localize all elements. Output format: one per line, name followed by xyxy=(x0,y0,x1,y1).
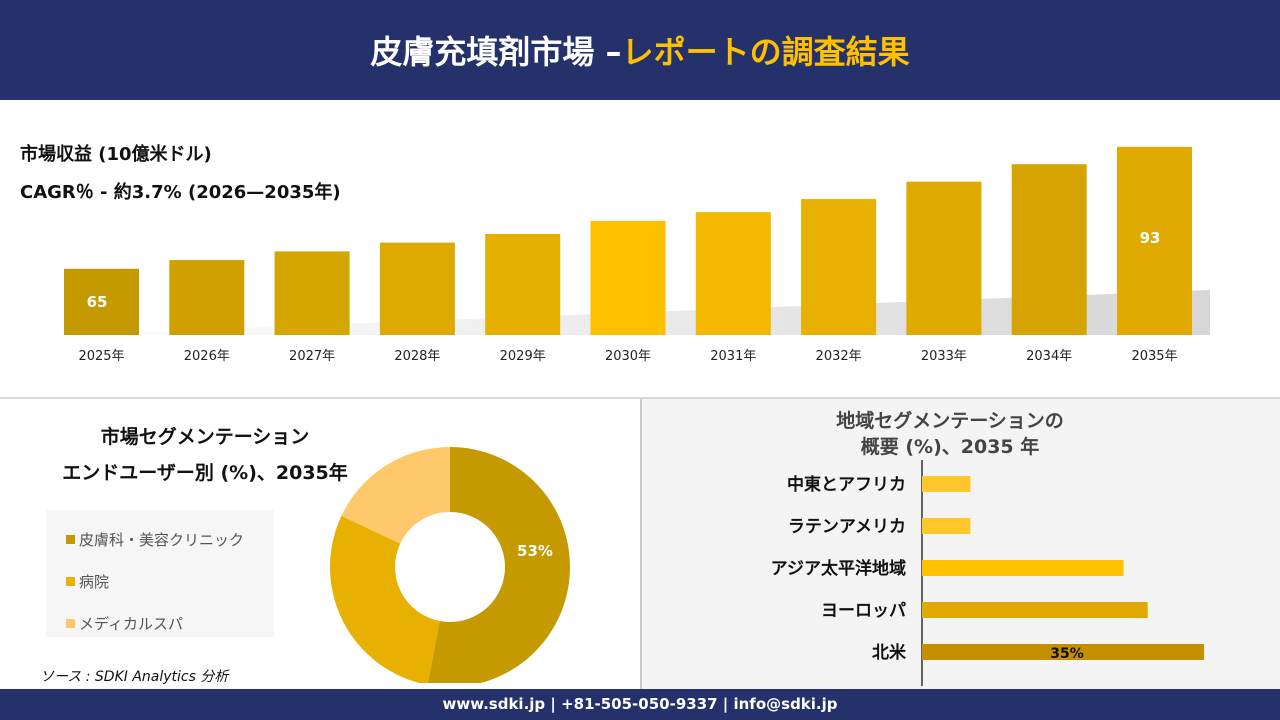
cagr-label: CAGR％ - 約3.7% (2026—2035年) xyxy=(20,182,341,203)
bar-data-label: 65 xyxy=(87,293,108,311)
year-tick-label: 2027年 xyxy=(289,349,335,364)
year-tick-label: 2034年 xyxy=(1026,349,1072,364)
legend-label: メディカルスパ xyxy=(79,614,183,633)
region-label: 北米 xyxy=(872,642,907,663)
region-data-label: 35% xyxy=(1050,646,1084,662)
year-tick-label: 2026年 xyxy=(184,349,230,364)
end-user-donut-chart: 53% xyxy=(330,447,570,683)
year-tick-label: 2025年 xyxy=(78,349,124,364)
revenue-bar xyxy=(274,251,350,335)
region-bar xyxy=(922,644,1205,660)
legend-label: 病院 xyxy=(79,572,110,591)
footer-contact: www.sdki.jp | +81-505-050-9337 | info@sd… xyxy=(0,689,1280,720)
donut-data-label: 53% xyxy=(517,542,553,560)
region-bar xyxy=(922,602,1148,618)
region-label: アジア太平洋地域 xyxy=(771,558,906,579)
revenue-bar xyxy=(379,242,455,335)
year-tick-label: 2031年 xyxy=(710,349,756,364)
revenue-bar xyxy=(590,220,666,335)
bar-data-label: 93 xyxy=(1140,229,1161,247)
legend-label: 皮膚科・美容クリニック xyxy=(79,530,245,549)
region-panel xyxy=(640,399,1280,689)
year-tick-label: 2028年 xyxy=(394,349,440,364)
donut-slice xyxy=(341,447,450,544)
title-main: 皮膚充填剤市場 – xyxy=(370,33,622,71)
revenue-bar xyxy=(801,199,877,335)
region-bar xyxy=(922,518,971,534)
revenue-bar xyxy=(485,233,561,335)
region-title-2: 概要 (%)、2035 年 xyxy=(860,436,1040,458)
region-title-1: 地域セグメンテーションの xyxy=(836,410,1064,432)
revenue-bar-chart: 2025年 65 2026年 2027年 2028年 2029年 2030年 2031年 203… xyxy=(60,146,1210,364)
revenue-bar xyxy=(1011,164,1087,335)
legend-swatch xyxy=(66,618,75,628)
region-label: ラテンアメリカ xyxy=(788,517,906,537)
region-label: ヨーロッパ xyxy=(821,601,906,621)
revenue-bar xyxy=(1117,146,1192,335)
region-bar xyxy=(922,560,1124,576)
revenue-label: 市場収益 (10億米ドル) xyxy=(20,144,212,165)
legend-swatch xyxy=(66,576,75,586)
donut-slice xyxy=(330,515,440,683)
legend-item: 皮膚科・美容クリニック xyxy=(66,518,274,560)
donut-legend: 皮膚科・美容クリニック 病院 メディカルスパ xyxy=(46,510,274,637)
year-tick-label: 2029年 xyxy=(500,349,546,364)
year-tick-label: 2033年 xyxy=(921,349,967,364)
divider xyxy=(0,397,1280,399)
region-label: 中東とアフリカ xyxy=(787,474,906,495)
segment-title-2: エンドユーザー別 (%)、2035年 xyxy=(62,462,348,484)
revenue-bar xyxy=(906,181,982,335)
year-tick-label: 2035年 xyxy=(1131,349,1177,364)
segment-title-1: 市場セグメンテーション xyxy=(100,426,310,448)
title-highlight: レポートの調査結果 xyxy=(621,33,910,71)
revenue-bar xyxy=(695,212,771,335)
source-note: ソース : SDKI Analytics 分析 xyxy=(40,669,229,685)
revenue-bar xyxy=(169,260,245,335)
legend-swatch xyxy=(66,534,75,544)
donut-slice xyxy=(427,447,570,683)
year-tick-label: 2030年 xyxy=(605,349,651,364)
revenue-bar xyxy=(64,268,139,335)
legend-item: メディカルスパ xyxy=(66,602,274,644)
region-bar xyxy=(922,476,971,492)
year-tick-label: 2032年 xyxy=(816,349,862,364)
page-title: 皮膚充填剤市場 – レポートの調査結果 xyxy=(0,0,1280,100)
legend-item: 病院 xyxy=(66,560,274,602)
